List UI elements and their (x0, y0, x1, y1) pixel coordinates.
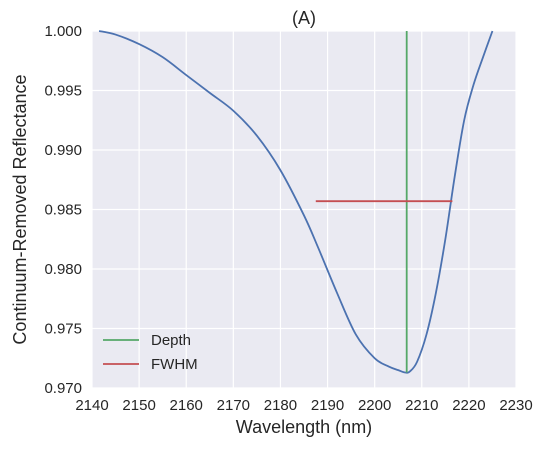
x-tick-label: 2140 (75, 397, 108, 414)
x-tick-label: 2210 (405, 397, 438, 414)
y-tick-label: 0.985 (44, 202, 82, 219)
chart-title: (A) (292, 8, 316, 28)
legend-label: FWHM (151, 356, 198, 373)
y-axis-label: Continuum-Removed Reflectance (10, 74, 30, 344)
y-tick-label: 0.975 (44, 321, 82, 338)
grid (91, 30, 517, 389)
x-tick-label: 2180 (264, 397, 297, 414)
legend: Depth FWHM (103, 332, 198, 373)
legend-label: Depth (151, 332, 191, 349)
x-tick-label: 2200 (358, 397, 391, 414)
x-tick-label: 2190 (311, 397, 344, 414)
x-axis-label: Wavelength (nm) (236, 417, 372, 437)
x-tick-label: 2160 (170, 397, 203, 414)
tick-labels: 2140 2150 2160 2170 2180 2190 2200 2210 2220 2230… (44, 23, 532, 414)
y-tick-label: 1.000 (44, 23, 82, 40)
y-tick-label: 0.995 (44, 83, 82, 100)
reflectance-curve (98, 30, 494, 374)
x-tick-label: 2170 (217, 397, 250, 414)
x-tick-label: 2220 (452, 397, 485, 414)
series-layer (98, 30, 494, 374)
x-tick-label: 2230 (499, 397, 532, 414)
y-tick-label: 0.970 (44, 380, 82, 397)
x-tick-label: 2150 (122, 397, 155, 414)
y-tick-label: 0.990 (44, 142, 82, 159)
y-tick-label: 0.980 (44, 261, 82, 278)
